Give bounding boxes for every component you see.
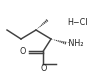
Text: O: O [40,64,47,73]
Text: O: O [19,47,26,56]
Text: H−Cl: H−Cl [68,18,88,26]
Text: ·NH₂: ·NH₂ [66,38,84,47]
